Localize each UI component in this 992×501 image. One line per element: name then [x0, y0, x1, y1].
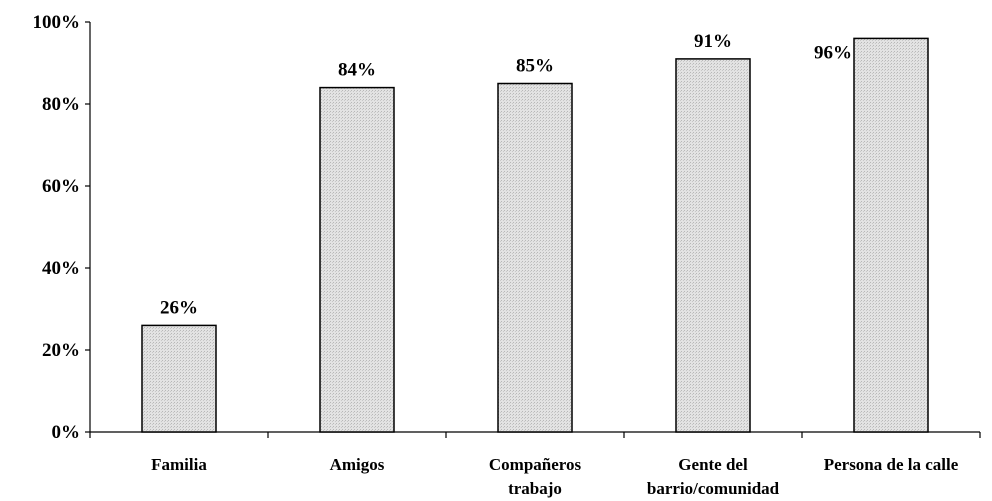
- y-tick-label: 40%: [42, 258, 80, 279]
- y-tick-label: 100%: [33, 12, 81, 33]
- category-labels: Familia Amigos Compañeros trabajo Gente del b…: [151, 455, 959, 498]
- data-label: 91%: [694, 31, 732, 52]
- bar: [675, 58, 751, 433]
- x-tick-label-line: Amigos: [330, 455, 385, 474]
- data-label: 85%: [516, 56, 554, 77]
- data-labels: 26% 84% 85% 91% 96%: [160, 31, 852, 318]
- x-tick-label: Gente del barrio/comunidad: [647, 455, 780, 498]
- x-tick-label-line: trabajo: [508, 479, 562, 498]
- bar: [319, 86, 395, 433]
- bars: [141, 37, 929, 433]
- bar: [141, 324, 217, 433]
- y-tick-label: 20%: [42, 340, 80, 361]
- x-tick-label-line: barrio/comunidad: [647, 479, 780, 498]
- bar: [853, 37, 929, 433]
- x-tick-label-line: Persona de la calle: [824, 455, 959, 474]
- x-tick-label-line: Compañeros: [489, 455, 582, 474]
- x-tick-label: Compañeros trabajo: [489, 455, 582, 498]
- y-tick-label: 0%: [52, 422, 81, 443]
- data-label: 26%: [160, 297, 198, 318]
- data-label: 84%: [338, 60, 376, 81]
- x-tick-label: Amigos: [330, 455, 385, 474]
- x-axis: [89, 431, 981, 438]
- y-tick-label: 60%: [42, 176, 80, 197]
- x-tick-label: Persona de la calle: [824, 455, 959, 474]
- data-label: 96%: [814, 42, 852, 63]
- bar: [497, 82, 573, 433]
- y-tick-label: 80%: [42, 94, 80, 115]
- x-tick-label: Familia: [151, 455, 207, 474]
- x-tick-label-line: Familia: [151, 455, 207, 474]
- y-axis: 0% 20% 40% 60% 80% 100%: [33, 12, 91, 443]
- x-tick-label-line: Gente del: [678, 455, 748, 474]
